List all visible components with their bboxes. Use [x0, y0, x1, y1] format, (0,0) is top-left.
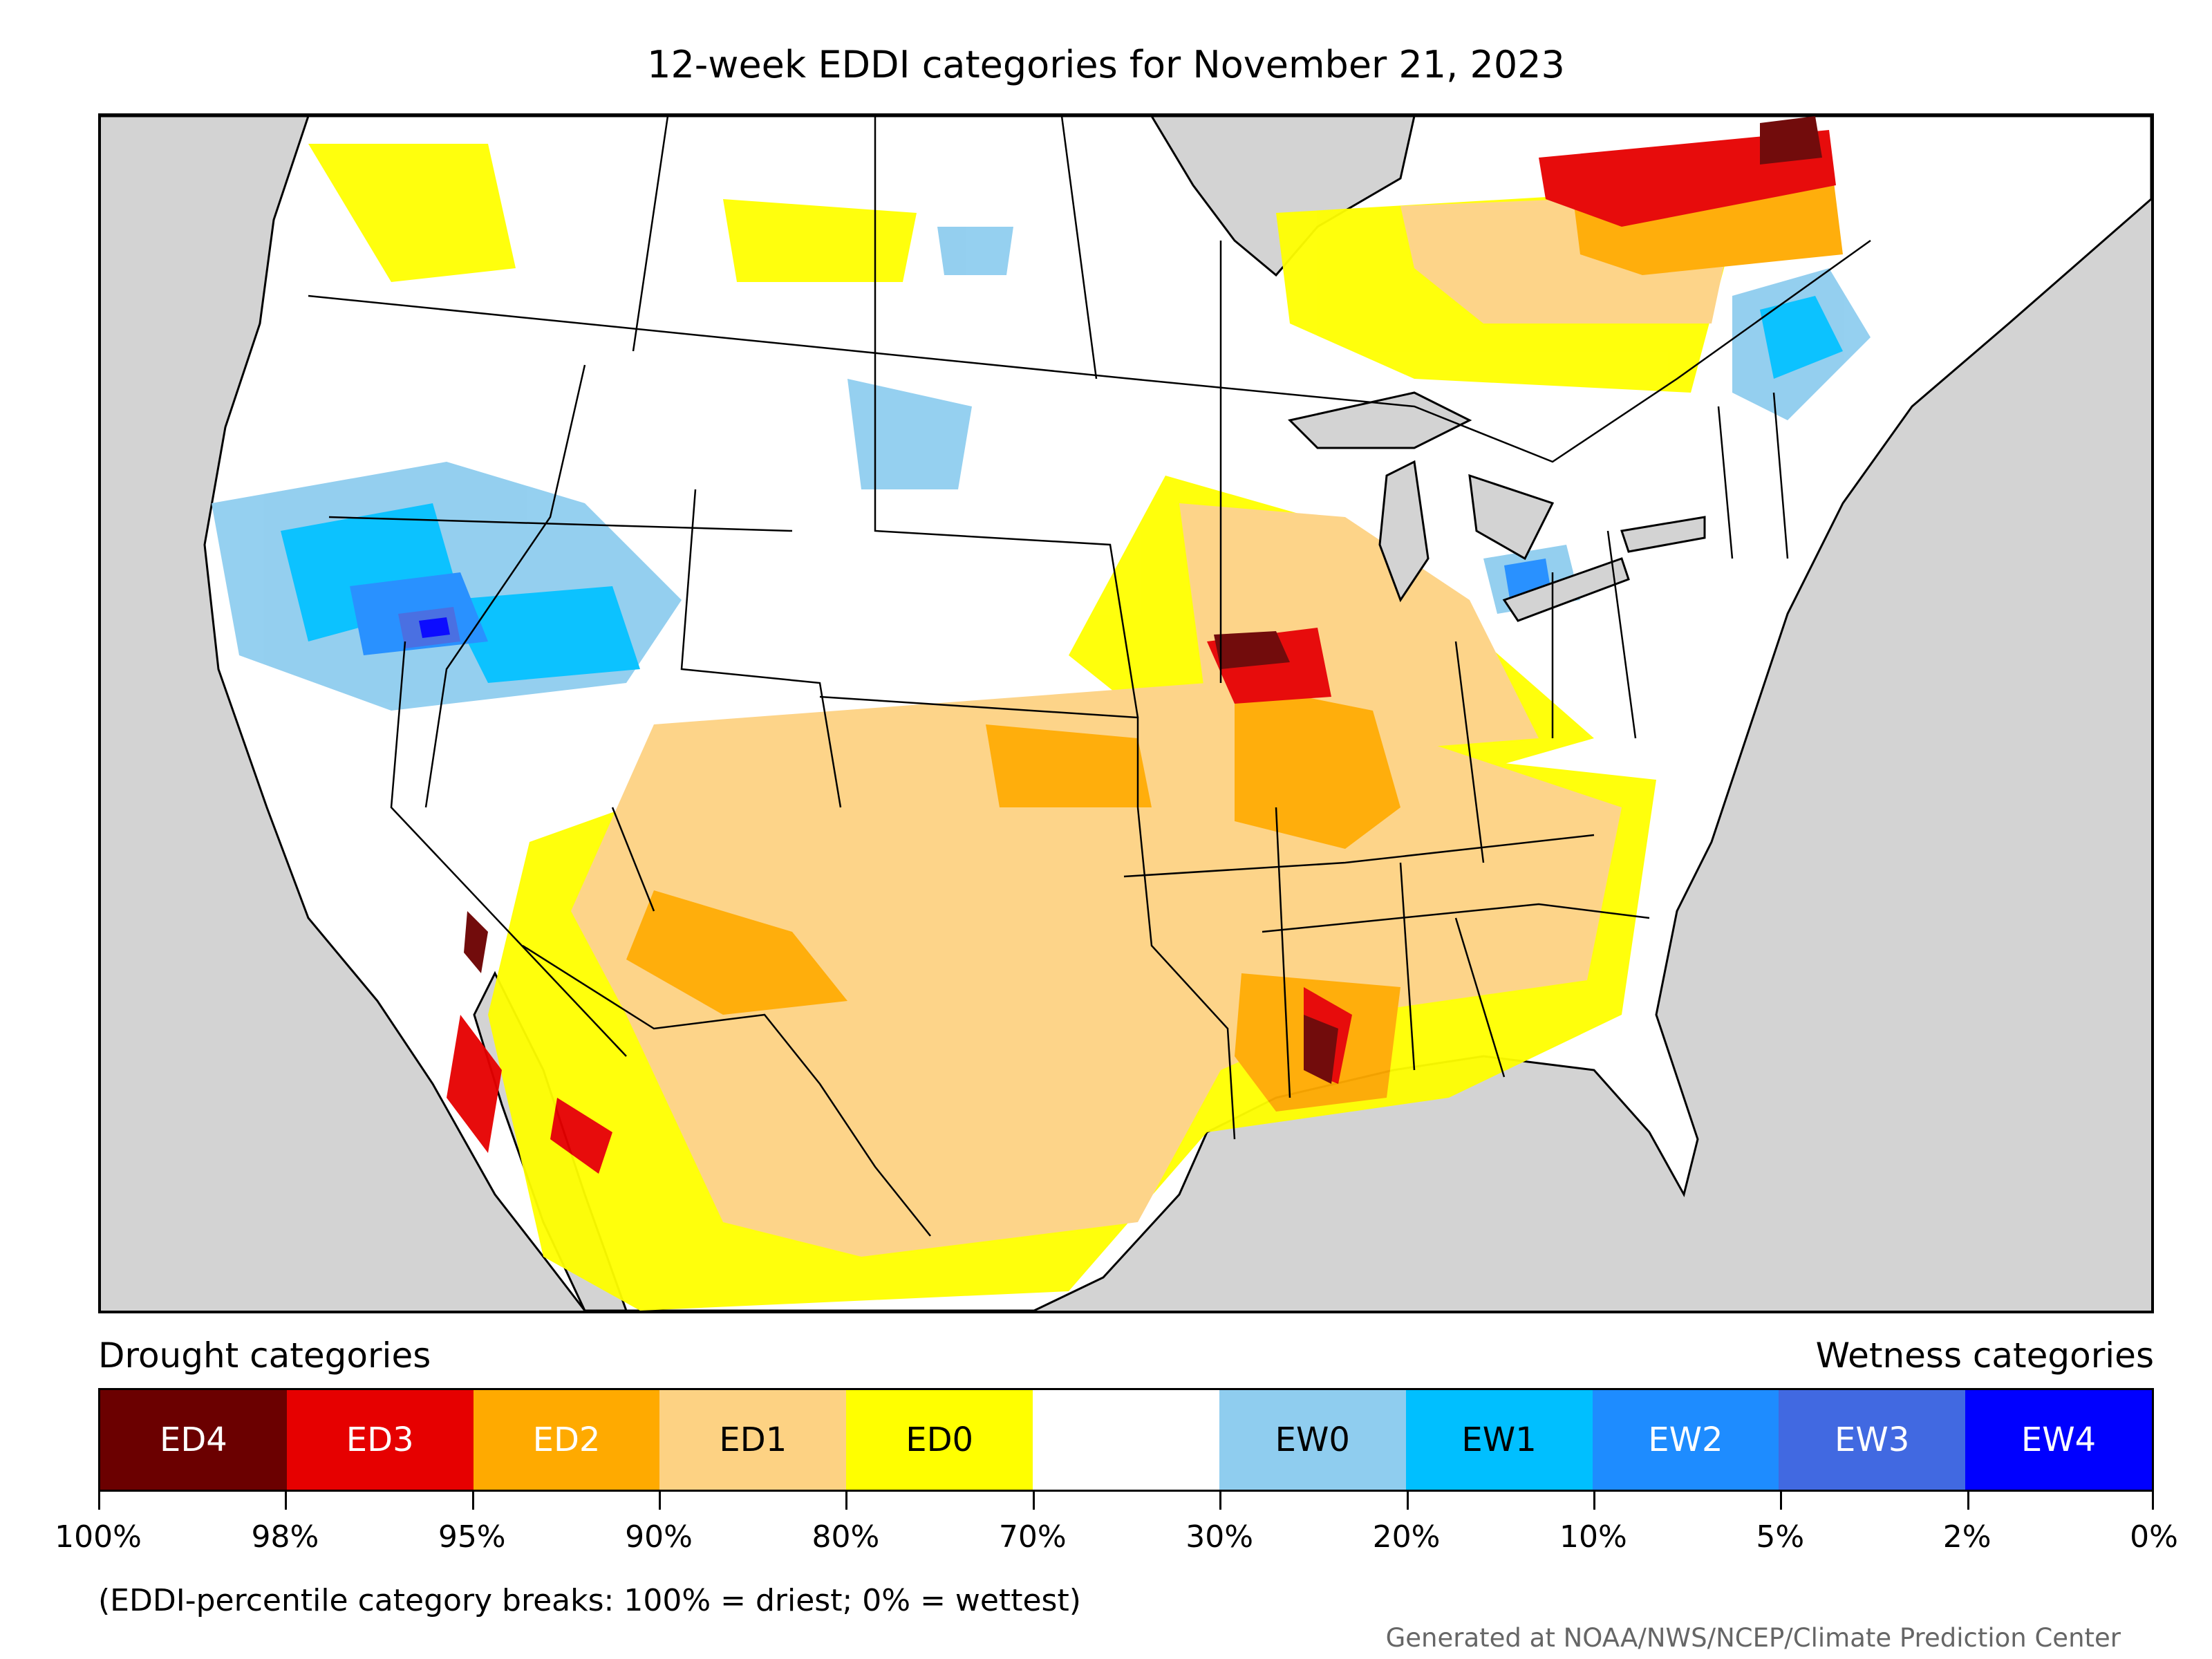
- map-canvas: [101, 116, 2151, 1311]
- colorbar-tick-label: 80%: [812, 1519, 880, 1555]
- colorbar-tick: [2152, 1492, 2154, 1510]
- eddi-map: [98, 113, 2154, 1313]
- category-swatch-ew3: EW3: [1779, 1390, 1966, 1490]
- colorbar-tick-label: 70%: [998, 1519, 1067, 1555]
- colorbar-tick: [98, 1492, 100, 1510]
- colorbar-ticks: [98, 1492, 2154, 1519]
- colorbar-tick: [1967, 1492, 1969, 1510]
- boundaries: [308, 116, 1871, 1237]
- category-swatch-ed4: ED4: [100, 1390, 287, 1490]
- colorbar-tick-label: 2%: [1942, 1519, 1991, 1555]
- colorbar-tick-label: 10%: [1559, 1519, 1627, 1555]
- colorbar-tick-label: 5%: [1756, 1519, 1805, 1555]
- colorbar-tick: [659, 1492, 662, 1510]
- colorbar-tick-label: 98%: [251, 1519, 319, 1555]
- colorbar-tick-label: 90%: [625, 1519, 693, 1555]
- category-colorbar: ED4 ED3 ED2 ED1 ED0 EW0 EW1 EW2 EW3 EW4: [98, 1388, 2154, 1492]
- category-swatch-ew0: EW0: [1219, 1390, 1406, 1490]
- great-lakes: [1288, 391, 1706, 622]
- colorbar-tick: [285, 1492, 288, 1510]
- colorbar-tick-label: 0%: [2130, 1519, 2178, 1555]
- category-patches: [212, 116, 1871, 1311]
- colorbar-tick: [471, 1492, 474, 1510]
- category-swatch-ew1: EW1: [1405, 1390, 1593, 1490]
- colorbar-tick-label: 100%: [55, 1519, 142, 1555]
- category-swatch-normal: [1033, 1390, 1219, 1490]
- category-swatch-ew2: EW2: [1592, 1390, 1779, 1490]
- category-swatch-ew4: EW4: [1965, 1390, 2152, 1490]
- category-note: (EDDI-percentile category breaks: 100% =…: [98, 1583, 1081, 1618]
- colorbar-tick: [1219, 1492, 1222, 1510]
- colorbar-tick-label: 30%: [1185, 1519, 1254, 1555]
- credit-line: Generated at NOAA/NWS/NCEP/Climate Predi…: [1385, 1623, 2121, 1653]
- colorbar-tick: [1406, 1492, 1409, 1510]
- drought-categories-heading: Drought categories: [98, 1335, 431, 1376]
- colorbar-tick-label: 20%: [1372, 1519, 1441, 1555]
- colorbar-tick-label: 95%: [438, 1519, 506, 1555]
- map-title: 12-week EDDI categories for November 21,…: [647, 43, 1565, 86]
- wetness-categories-heading: Wetness categories: [1815, 1335, 2154, 1376]
- category-swatch-ed2: ED2: [473, 1390, 660, 1490]
- colorbar-tick: [1032, 1492, 1035, 1510]
- colorbar-tick: [1780, 1492, 1783, 1510]
- category-swatch-ed0: ED0: [846, 1390, 1033, 1490]
- colorbar-tick: [1593, 1492, 1595, 1510]
- category-swatch-ed3: ED3: [286, 1390, 474, 1490]
- colorbar-tick: [845, 1492, 848, 1510]
- category-swatch-ed1: ED1: [659, 1390, 847, 1490]
